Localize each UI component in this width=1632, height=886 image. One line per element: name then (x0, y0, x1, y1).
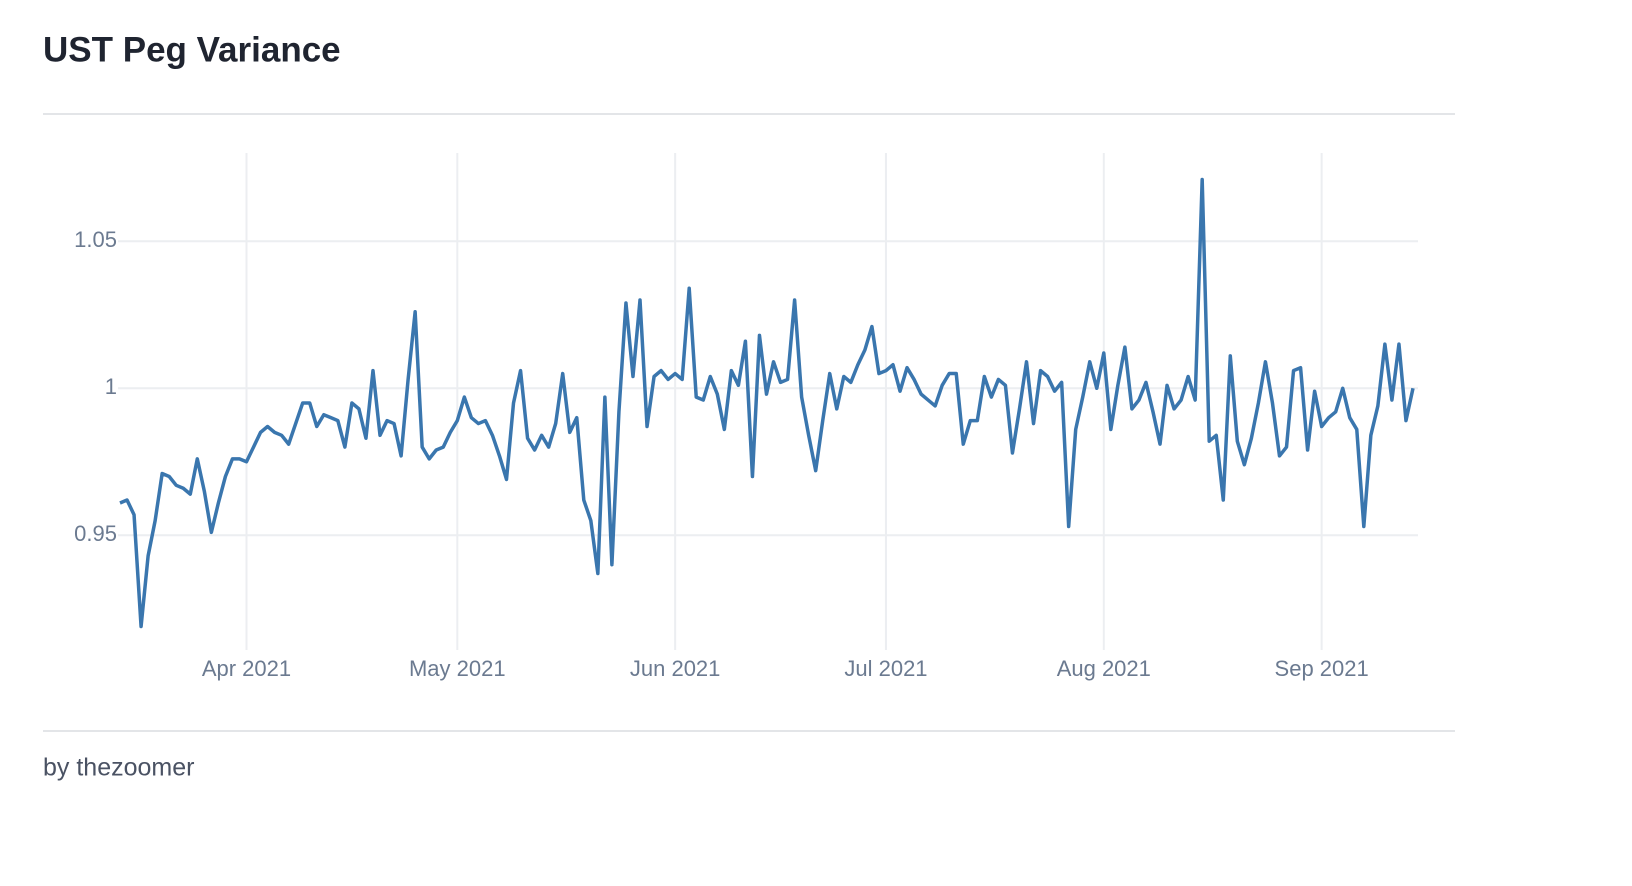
x-tick-label: Aug 2021 (1057, 656, 1151, 681)
x-tick-label: Jul 2021 (844, 656, 927, 681)
plot: 0.95 1 1.05 Apr 2021 May 2021 Jun 2021 Jul 202… (74, 153, 1418, 681)
footer: by thezoomer (43, 754, 194, 782)
x-tick-label: Sep 2021 (1275, 656, 1369, 681)
x-tick-label: May 2021 (409, 656, 506, 681)
title: UST Peg Variance (43, 30, 341, 69)
line (119, 177, 1415, 629)
y-tick-label: 1.05 (74, 227, 117, 252)
y-tick-label: 0.95 (74, 521, 117, 546)
x-tick-label: Jun 2021 (630, 656, 721, 681)
y-tick-label: 1 (105, 374, 117, 399)
x-tick-label: Apr 2021 (202, 656, 291, 681)
